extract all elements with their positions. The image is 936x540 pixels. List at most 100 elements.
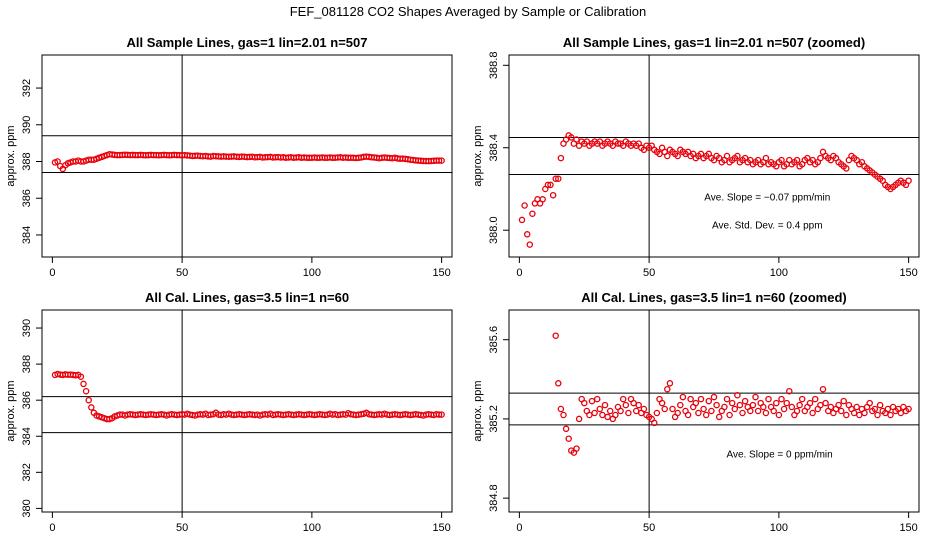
data-point bbox=[749, 401, 757, 409]
chart-title: All Cal. Lines, gas=3.5 lin=1 n=60 bbox=[145, 290, 349, 305]
data-point bbox=[806, 399, 814, 407]
data-point bbox=[521, 202, 528, 209]
data-point bbox=[695, 409, 702, 417]
x-tick-label: 0 bbox=[49, 522, 55, 534]
data-point bbox=[658, 399, 666, 407]
data-point bbox=[601, 401, 609, 409]
data-point bbox=[697, 395, 705, 403]
data-point bbox=[773, 399, 780, 407]
x-tick-label: 0 bbox=[49, 267, 55, 279]
y-tick-label: 384 bbox=[21, 427, 33, 445]
y-tick-label: 390 bbox=[21, 319, 33, 337]
data-point bbox=[866, 399, 873, 407]
data-point bbox=[752, 393, 759, 401]
chart-annotation: Ave. Slope = −0.07 ppm/min bbox=[704, 192, 830, 203]
data-point bbox=[562, 425, 570, 433]
data-point bbox=[710, 393, 718, 401]
x-tick-label: 0 bbox=[516, 522, 522, 534]
data-point bbox=[715, 413, 723, 421]
data-point bbox=[656, 150, 663, 158]
data-point bbox=[762, 154, 770, 162]
data-point bbox=[897, 409, 905, 417]
y-tick-label: 386 bbox=[21, 391, 33, 409]
data-point bbox=[905, 177, 912, 184]
y-tick-label: 384 bbox=[21, 226, 33, 244]
x-tick-label: 100 bbox=[770, 522, 788, 534]
y-axis-label: approx. ppm bbox=[5, 380, 17, 441]
data-point bbox=[905, 405, 912, 413]
data-point bbox=[596, 405, 604, 413]
data-point bbox=[669, 405, 676, 413]
data-point bbox=[544, 181, 552, 189]
data-point bbox=[788, 403, 796, 411]
data-point bbox=[780, 405, 788, 413]
y-tick-label: 388.0 bbox=[488, 216, 500, 244]
data-point bbox=[728, 399, 736, 407]
data-point bbox=[573, 445, 580, 452]
data-point bbox=[539, 196, 546, 203]
page-title: FEF_081128 CO2 Shapes Averaged by Sample… bbox=[289, 4, 647, 19]
data-point bbox=[555, 380, 562, 387]
data-point bbox=[775, 411, 783, 419]
data-point bbox=[435, 157, 443, 164]
data-point bbox=[731, 405, 739, 413]
data-point bbox=[713, 401, 720, 409]
y-tick-label: 385.2 bbox=[488, 405, 500, 433]
y-tick-label: 388.8 bbox=[488, 52, 500, 80]
data-point bbox=[575, 415, 583, 423]
x-tick-label: 50 bbox=[643, 522, 655, 534]
data-point bbox=[661, 405, 668, 413]
data-point bbox=[762, 409, 770, 417]
data-point bbox=[518, 216, 526, 224]
data-point bbox=[856, 411, 863, 419]
data-point bbox=[552, 332, 559, 339]
data-point bbox=[809, 409, 816, 417]
y-axis-label: approx. ppm bbox=[5, 125, 17, 186]
x-tick-label: 150 bbox=[432, 267, 450, 279]
data-point bbox=[827, 403, 835, 411]
data-point bbox=[573, 136, 580, 143]
data-point bbox=[664, 385, 671, 393]
data-point bbox=[692, 399, 700, 407]
data-point bbox=[700, 405, 707, 413]
data-point bbox=[526, 241, 534, 248]
data-point bbox=[747, 407, 754, 415]
x-tick-label: 100 bbox=[303, 267, 321, 279]
data-point bbox=[679, 393, 687, 401]
data-point bbox=[632, 407, 640, 415]
data-point bbox=[82, 387, 90, 395]
data-point bbox=[604, 413, 611, 421]
data-point bbox=[736, 401, 744, 409]
data-point bbox=[702, 411, 710, 419]
data-point bbox=[793, 407, 801, 415]
data-point bbox=[840, 397, 847, 405]
data-point bbox=[651, 419, 658, 427]
y-tick-label: 388 bbox=[21, 355, 33, 373]
data-point bbox=[786, 387, 793, 395]
y-axis-label: approx. ppm bbox=[472, 125, 484, 186]
data-point bbox=[887, 411, 894, 419]
data-point bbox=[547, 181, 554, 189]
plot-frame bbox=[508, 54, 920, 258]
data-point bbox=[853, 403, 860, 411]
data-point bbox=[760, 403, 767, 411]
data-point bbox=[811, 395, 819, 403]
plot-frame bbox=[41, 309, 453, 513]
data-point bbox=[630, 399, 637, 407]
y-axis-label: approx. ppm bbox=[472, 380, 484, 441]
data-point bbox=[617, 407, 624, 415]
data-point bbox=[778, 156, 785, 164]
data-point bbox=[586, 411, 593, 419]
data-point bbox=[723, 395, 731, 403]
data-point bbox=[557, 405, 565, 413]
data-point bbox=[770, 407, 777, 415]
data-point bbox=[666, 380, 674, 387]
data-point bbox=[739, 409, 746, 417]
data-point bbox=[612, 411, 619, 419]
data-point bbox=[614, 140, 622, 147]
data-point bbox=[843, 411, 850, 419]
data-point bbox=[80, 380, 87, 388]
x-tick-label: 150 bbox=[432, 522, 450, 534]
data-point bbox=[796, 401, 803, 409]
